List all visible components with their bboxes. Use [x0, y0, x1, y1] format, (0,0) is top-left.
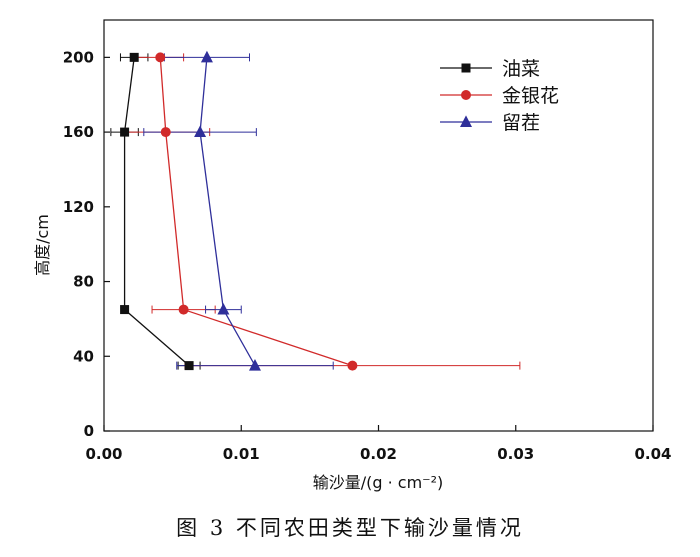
y-tick-label: 40 — [73, 347, 94, 365]
data-point — [347, 360, 358, 371]
x-tick-label: 0.03 — [497, 445, 534, 463]
y-tick-label: 0 — [84, 422, 94, 440]
y-tick-label: 120 — [63, 198, 94, 216]
legend-item: 油菜 — [440, 58, 540, 80]
figure-caption: 图 3 不同农田类型下输沙量情况 — [176, 516, 524, 540]
y-tick-label: 200 — [63, 48, 94, 66]
series-line-0 — [123, 57, 190, 367]
data-point — [178, 304, 189, 315]
axes: 0.00 0.01 0.02 0.03 0.04 0 40 80 120 160 200 — [63, 48, 672, 463]
series-markers — [120, 50, 358, 371]
data-point — [120, 127, 130, 137]
data-point — [120, 305, 130, 315]
data-point — [194, 125, 207, 138]
series-lines — [123, 57, 353, 367]
x-tick-label: 0.04 — [634, 445, 671, 463]
data-point — [184, 361, 194, 371]
error-bars — [110, 53, 521, 370]
data-point — [217, 302, 230, 315]
data-point — [160, 127, 171, 138]
x-tick-label: 0.00 — [85, 445, 122, 463]
legend-marker — [460, 115, 472, 127]
legend-item: 金银花 — [440, 85, 559, 107]
y-axis-title: 高度/cm — [33, 214, 52, 276]
legend-marker — [461, 90, 471, 100]
x-tick-label: 0.01 — [223, 445, 260, 463]
data-point — [155, 52, 166, 63]
series-line-2 — [199, 57, 256, 366]
data-point — [129, 52, 139, 62]
x-tick-label: 0.02 — [360, 445, 397, 463]
data-point — [248, 359, 261, 371]
y-tick-label: 80 — [73, 273, 94, 291]
chart: 0.00 0.01 0.02 0.03 0.04 0 40 80 120 160 200 油菜金银花… — [33, 19, 672, 492]
legend-label: 油菜 — [502, 58, 540, 80]
x-axis-title: 输沙量/(g · cm⁻²) — [313, 473, 444, 492]
data-point — [200, 50, 213, 63]
legend-label: 留茬 — [502, 112, 540, 134]
legend-item: 留茬 — [440, 112, 540, 134]
series-line-1 — [159, 57, 353, 367]
legend-marker — [461, 63, 471, 73]
y-tick-label: 160 — [63, 123, 94, 141]
legend-label: 金银花 — [502, 85, 559, 107]
